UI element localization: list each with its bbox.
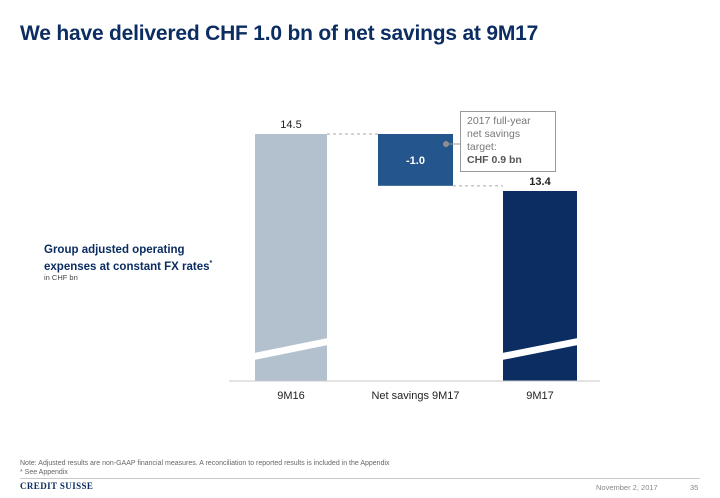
- axis-break-0: [254, 338, 328, 360]
- callout-value: CHF 0.9 bn: [467, 154, 522, 166]
- footnote: Note: Adjusted results are non-GAAP fina…: [20, 459, 390, 477]
- axis-break-2: [502, 338, 578, 360]
- page-number: 35: [690, 483, 699, 492]
- credit-suisse-logo: CREDIT SUISSE: [20, 481, 94, 491]
- footnote-marker: *: [209, 260, 213, 267]
- y-axis-title: Group adjusted operating expenses at con…: [44, 244, 213, 273]
- page-title: We have delivered CHF 1.0 bn of net savi…: [20, 22, 539, 45]
- footnote-note: Note: Adjusted results are non-GAAP fina…: [20, 460, 390, 467]
- category-label-1: Net savings 9M17: [371, 390, 459, 402]
- footer-date: November 2, 2017: [596, 483, 658, 492]
- callout-marker: [443, 141, 449, 147]
- category-label-0: 9M16: [277, 390, 305, 402]
- data-label-1: -1.0: [406, 155, 425, 167]
- data-label-2: 13.4: [529, 176, 551, 188]
- savings-target-callout: 2017 full-year net savings target: CHF 0…: [460, 111, 556, 172]
- footer-divider: [20, 478, 700, 479]
- callout-line-1: 2017 full-year: [467, 115, 531, 127]
- data-label-0: 14.5: [280, 119, 301, 131]
- bar-1: [378, 134, 453, 186]
- bar-0: [255, 134, 327, 381]
- callout-line-2: net savings target:: [467, 128, 521, 153]
- footnote-appendix: * See Appendix: [20, 469, 68, 476]
- category-label-2: 9M17: [526, 390, 554, 402]
- y-axis-unit: in CHF bn: [44, 273, 78, 282]
